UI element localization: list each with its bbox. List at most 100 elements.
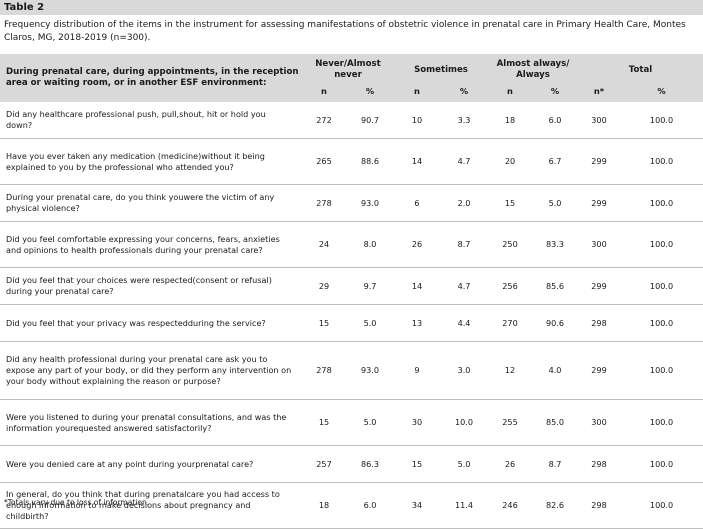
subheader-n: n — [302, 86, 346, 102]
value-cell: 12 — [488, 341, 532, 400]
table-row: Did you feel comfortable expressing your… — [0, 221, 703, 268]
question-cell: Did you feel comfortable expressing your… — [0, 221, 302, 268]
question-cell: Did any health professional during your … — [0, 341, 302, 400]
value-cell: 255 — [488, 399, 532, 446]
table-row: Did any health professional during your … — [0, 341, 703, 400]
value-cell: 298 — [578, 482, 620, 529]
group-header-total: Total — [578, 54, 703, 86]
table-footnote: *Totals vary due to loss of information. — [4, 498, 150, 507]
question-column-header: During prenatal care, during appointment… — [0, 54, 302, 102]
value-cell: 4.0 — [532, 341, 578, 400]
value-cell: 26 — [394, 221, 440, 268]
value-cell: 26 — [488, 445, 532, 483]
value-cell: 93.0 — [346, 184, 394, 222]
value-cell: 100.0 — [620, 399, 703, 446]
value-cell: 15 — [302, 399, 346, 446]
value-cell: 14 — [394, 267, 440, 305]
value-cell: 8.7 — [440, 221, 488, 268]
value-cell: 300 — [578, 102, 620, 139]
value-cell: 18 — [302, 482, 346, 529]
value-cell: 82.6 — [532, 482, 578, 529]
value-cell: 20 — [488, 138, 532, 185]
value-cell: 300 — [578, 399, 620, 446]
subheader-percent: % — [346, 86, 394, 102]
value-cell: 85.0 — [532, 399, 578, 446]
value-cell: 9.7 — [346, 267, 394, 305]
frequency-table: During prenatal care, during appointment… — [0, 54, 703, 529]
value-cell: 257 — [302, 445, 346, 483]
value-cell: 3.3 — [440, 102, 488, 139]
value-cell: 299 — [578, 138, 620, 185]
value-cell: 10 — [394, 102, 440, 139]
value-cell: 29 — [302, 267, 346, 305]
value-cell: 4.4 — [440, 304, 488, 342]
subheader-n-total: n* — [578, 86, 620, 102]
value-cell: 14 — [394, 138, 440, 185]
question-cell: Have you ever taken any medication (medi… — [0, 138, 302, 185]
value-cell: 100.0 — [620, 138, 703, 185]
value-cell: 272 — [302, 102, 346, 139]
value-cell: 6.0 — [532, 102, 578, 139]
value-cell: 299 — [578, 267, 620, 305]
table-row: During your prenatal care, do you think … — [0, 184, 703, 222]
table-row: Were you listened to during your prenata… — [0, 399, 703, 446]
table-row: Have you ever taken any medication (medi… — [0, 138, 703, 185]
table-row: Did you feel that your choices were resp… — [0, 267, 703, 305]
value-cell: 5.0 — [532, 184, 578, 222]
value-cell: 86.3 — [346, 445, 394, 483]
value-cell: 10.0 — [440, 399, 488, 446]
question-cell: Were you listened to during your prenata… — [0, 399, 302, 446]
value-cell: 24 — [302, 221, 346, 268]
question-cell: Did you feel that your choices were resp… — [0, 267, 302, 305]
value-cell: 298 — [578, 445, 620, 483]
table-row: Did you feel that your privacy was respe… — [0, 304, 703, 342]
table-label: Table 2 — [0, 0, 703, 15]
value-cell: 2.0 — [440, 184, 488, 222]
value-cell: 100.0 — [620, 267, 703, 305]
value-cell: 265 — [302, 138, 346, 185]
question-cell: Did any healthcare professional push, pu… — [0, 102, 302, 139]
subheader-percent: % — [532, 86, 578, 102]
value-cell: 100.0 — [620, 445, 703, 483]
value-cell: 11.4 — [440, 482, 488, 529]
subheader-percent: % — [620, 86, 703, 102]
value-cell: 299 — [578, 341, 620, 400]
value-cell: 299 — [578, 184, 620, 222]
value-cell: 256 — [488, 267, 532, 305]
table-caption: Frequency distribution of the items in t… — [4, 20, 686, 43]
value-cell: 15 — [394, 445, 440, 483]
value-cell: 3.0 — [440, 341, 488, 400]
value-cell: 8.7 — [532, 445, 578, 483]
value-cell: 13 — [394, 304, 440, 342]
value-cell: 8.0 — [346, 221, 394, 268]
value-cell: 246 — [488, 482, 532, 529]
value-cell: 5.0 — [440, 445, 488, 483]
value-cell: 18 — [488, 102, 532, 139]
value-cell: 85.6 — [532, 267, 578, 305]
group-header-always: Almost always/ Always — [488, 54, 578, 86]
value-cell: 6.0 — [346, 482, 394, 529]
value-cell: 250 — [488, 221, 532, 268]
value-cell: 100.0 — [620, 221, 703, 268]
value-cell: 100.0 — [620, 482, 703, 529]
value-cell: 270 — [488, 304, 532, 342]
group-header-sometimes: Sometimes — [394, 54, 488, 86]
value-cell: 298 — [578, 304, 620, 342]
value-cell: 5.0 — [346, 304, 394, 342]
value-cell: 100.0 — [620, 184, 703, 222]
value-cell: 88.6 — [346, 138, 394, 185]
value-cell: 6 — [394, 184, 440, 222]
value-cell: 90.7 — [346, 102, 394, 139]
value-cell: 4.7 — [440, 138, 488, 185]
value-cell: 83.3 — [532, 221, 578, 268]
value-cell: 34 — [394, 482, 440, 529]
table-row: Were you denied care at any point during… — [0, 445, 703, 483]
question-cell: During your prenatal care, do you think … — [0, 184, 302, 222]
value-cell: 15 — [488, 184, 532, 222]
value-cell: 4.7 — [440, 267, 488, 305]
value-cell: 300 — [578, 221, 620, 268]
subheader-percent: % — [440, 86, 488, 102]
question-cell: Did you feel that your privacy was respe… — [0, 304, 302, 342]
value-cell: 100.0 — [620, 341, 703, 400]
